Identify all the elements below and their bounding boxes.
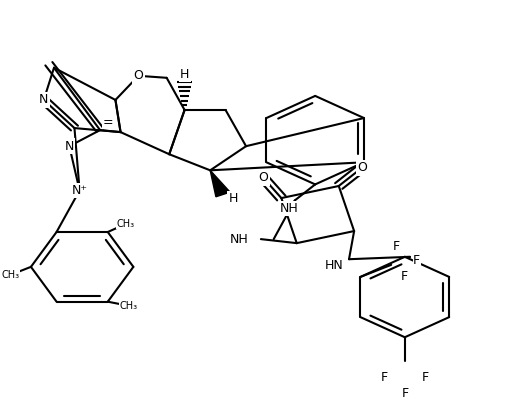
Text: CH₃: CH₃ — [119, 301, 137, 311]
Text: CH₃: CH₃ — [117, 219, 135, 229]
Text: F: F — [400, 271, 408, 284]
Text: H: H — [180, 68, 189, 81]
Text: F: F — [381, 371, 388, 384]
Text: F: F — [393, 240, 400, 253]
Text: NH: NH — [230, 232, 248, 245]
Text: H: H — [228, 192, 238, 205]
Text: F: F — [401, 387, 408, 400]
Text: O: O — [134, 69, 144, 82]
Text: O: O — [357, 162, 367, 175]
Text: NH: NH — [280, 202, 299, 215]
Text: CH₃: CH₃ — [2, 270, 19, 280]
Text: N⁺: N⁺ — [72, 184, 88, 197]
Text: HN: HN — [324, 259, 343, 272]
Text: F: F — [422, 371, 429, 384]
Text: =: = — [103, 115, 113, 128]
Text: N: N — [39, 94, 48, 107]
Text: O: O — [258, 171, 268, 184]
Polygon shape — [210, 171, 230, 197]
Text: N: N — [64, 140, 74, 153]
Text: F: F — [413, 254, 420, 267]
